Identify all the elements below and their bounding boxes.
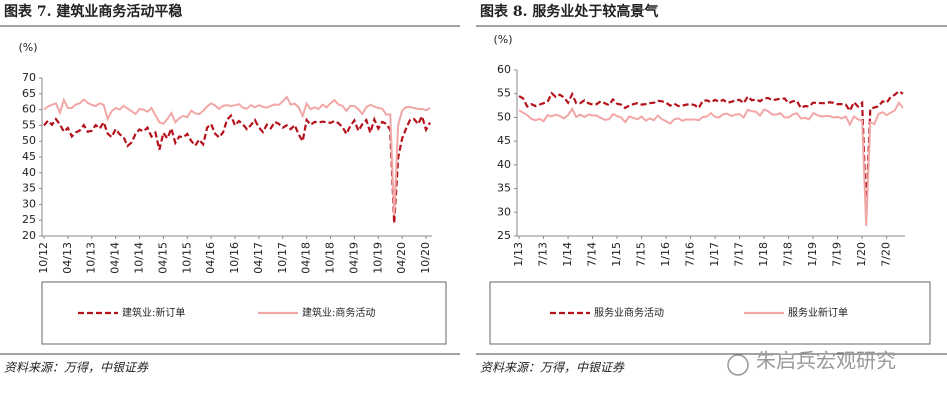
y-tick-label: 60: [22, 103, 36, 116]
x-tick-label: 10/13: [85, 242, 98, 274]
x-tick-label: 7/15: [635, 242, 648, 267]
y-axis-label: (%): [18, 41, 37, 54]
x-tick-label: 04/20: [395, 242, 408, 274]
x-tick-label: 7/19: [831, 242, 844, 267]
x-tick-label: 1/20: [855, 242, 868, 267]
y-tick-label: 45: [22, 150, 36, 163]
y-tick-label: 35: [22, 182, 36, 195]
chart-title: 图表 7. 建筑业商务活动平稳: [4, 3, 182, 20]
x-tick-label: 10/15: [180, 242, 193, 274]
x-tick-label: 10/20: [419, 242, 432, 274]
x-tick-label: 10/14: [133, 242, 146, 274]
y-tick-label: 40: [497, 158, 511, 171]
legend-box: [41, 281, 447, 345]
legend-label: 服务业新订单: [788, 306, 848, 319]
y-tick-label: 40: [22, 166, 36, 179]
y-tick-label: 55: [497, 87, 511, 100]
x-tick-label: 04/14: [109, 242, 122, 274]
y-tick-label: 25: [497, 229, 511, 242]
y-tick-label: 50: [497, 110, 511, 123]
x-tick-label: 1/19: [806, 242, 819, 267]
x-tick-label: 04/17: [252, 242, 265, 274]
legend-label: 建筑业:新订单: [122, 306, 185, 319]
x-tick-label: 04/15: [156, 242, 169, 274]
series-line: [518, 100, 904, 227]
y-tick-label: 50: [22, 134, 36, 147]
x-tick-label: 7/17: [733, 242, 746, 267]
x-tick-label: 04/13: [61, 242, 74, 274]
x-tick-label: 7/20: [880, 242, 893, 267]
chart-title: 图表 8. 服务业处于较高景气: [480, 3, 658, 20]
y-tick-label: 70: [22, 71, 36, 84]
x-tick-label: 1/18: [757, 242, 770, 267]
watermark-icon: [727, 354, 749, 376]
x-tick-label: 7/13: [537, 242, 550, 267]
y-tick-label: 20: [22, 229, 36, 242]
x-tick-label: 04/18: [300, 242, 313, 274]
y-axis-label: (%): [493, 33, 512, 46]
x-tick-label: 7/14: [586, 242, 599, 267]
y-tick-label: 30: [22, 197, 36, 210]
x-tick-label: 10/18: [324, 242, 337, 274]
x-tick-label: 10/19: [371, 242, 384, 274]
y-tick-label: 55: [22, 118, 36, 131]
y-tick-label: 25: [22, 213, 36, 226]
x-tick-label: 1/17: [708, 242, 721, 267]
watermark: 朱启兵宏观研究: [756, 349, 896, 373]
x-tick-label: 1/14: [561, 242, 574, 267]
x-tick-label: 10/12: [37, 242, 50, 274]
source-note: 资料来源：万得，中银证券: [480, 361, 625, 375]
series-line: [518, 90, 904, 212]
legend-label: 建筑业:商务活动: [302, 306, 375, 319]
legend-box: [489, 281, 931, 345]
x-tick-label: 04/16: [204, 242, 217, 274]
x-tick-label: 10/16: [228, 242, 241, 274]
y-tick-label: 35: [497, 182, 511, 195]
x-tick-label: 7/18: [782, 242, 795, 267]
x-tick-label: 1/16: [659, 242, 672, 267]
x-tick-label: 04/19: [347, 242, 360, 274]
series-line: [43, 113, 431, 224]
y-tick-label: 30: [497, 205, 511, 218]
source-note: 资料来源：万得，中银证券: [4, 361, 149, 375]
legend-label: 服务业商务活动: [594, 306, 664, 319]
y-tick-label: 45: [497, 134, 511, 147]
y-tick-label: 65: [22, 87, 36, 100]
y-tick-label: 60: [497, 63, 511, 76]
x-tick-label: 7/16: [684, 242, 697, 267]
x-tick-label: 10/17: [276, 242, 289, 274]
x-tick-label: 1/13: [512, 242, 525, 267]
series-line: [43, 95, 431, 216]
x-tick-label: 1/15: [610, 242, 623, 267]
